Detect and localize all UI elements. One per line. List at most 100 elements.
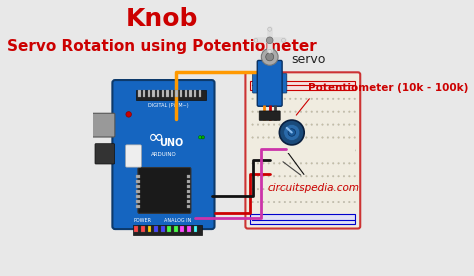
Circle shape <box>257 176 259 177</box>
Circle shape <box>295 201 296 203</box>
Bar <box>137 205 140 208</box>
Circle shape <box>343 176 345 177</box>
Circle shape <box>268 49 272 53</box>
Circle shape <box>311 163 312 164</box>
Circle shape <box>306 150 307 151</box>
Circle shape <box>306 201 307 203</box>
Bar <box>133 225 202 235</box>
Circle shape <box>316 176 318 177</box>
Circle shape <box>338 124 339 125</box>
Circle shape <box>332 111 334 113</box>
Text: ARDUINO: ARDUINO <box>151 152 176 157</box>
Circle shape <box>295 188 296 190</box>
Circle shape <box>268 137 270 138</box>
Bar <box>187 180 191 182</box>
Circle shape <box>263 188 264 190</box>
Circle shape <box>290 98 291 100</box>
Circle shape <box>290 176 291 177</box>
Circle shape <box>332 124 334 125</box>
Bar <box>187 226 191 232</box>
Circle shape <box>284 176 286 177</box>
Bar <box>162 90 164 97</box>
Circle shape <box>282 38 285 42</box>
Circle shape <box>316 124 318 125</box>
Circle shape <box>327 163 328 164</box>
Circle shape <box>316 137 318 138</box>
Circle shape <box>279 124 280 125</box>
Text: UNO: UNO <box>159 138 183 148</box>
Circle shape <box>316 163 318 164</box>
Circle shape <box>338 176 339 177</box>
Circle shape <box>284 111 286 113</box>
Circle shape <box>266 37 273 44</box>
Bar <box>250 214 355 224</box>
Circle shape <box>322 111 323 113</box>
Circle shape <box>354 137 356 138</box>
Circle shape <box>300 98 302 100</box>
Bar <box>175 90 178 97</box>
Circle shape <box>257 188 259 190</box>
Circle shape <box>295 98 296 100</box>
Bar <box>138 90 141 97</box>
Circle shape <box>279 163 280 164</box>
Bar <box>161 226 164 232</box>
Circle shape <box>300 124 302 125</box>
Circle shape <box>252 150 254 151</box>
Circle shape <box>343 150 345 151</box>
Circle shape <box>332 137 334 138</box>
Circle shape <box>284 137 286 138</box>
Circle shape <box>279 150 280 151</box>
Circle shape <box>279 98 280 100</box>
Circle shape <box>316 201 318 203</box>
Circle shape <box>273 150 275 151</box>
Circle shape <box>306 137 307 138</box>
Text: Potentiometer (10k - 100k): Potentiometer (10k - 100k) <box>309 83 469 93</box>
Text: POWER: POWER <box>133 218 151 223</box>
Circle shape <box>311 98 312 100</box>
Circle shape <box>257 124 259 125</box>
Circle shape <box>354 150 356 151</box>
Circle shape <box>311 137 312 138</box>
Circle shape <box>290 188 291 190</box>
Circle shape <box>316 188 318 190</box>
Bar <box>137 185 140 188</box>
Circle shape <box>279 176 280 177</box>
Circle shape <box>348 111 350 113</box>
Circle shape <box>311 201 312 203</box>
Text: Servo Rotation using Potentiometer: Servo Rotation using Potentiometer <box>7 39 317 54</box>
Circle shape <box>257 98 259 100</box>
Bar <box>137 200 140 203</box>
Circle shape <box>252 137 254 138</box>
Circle shape <box>279 120 304 145</box>
Circle shape <box>252 111 254 113</box>
Circle shape <box>332 163 334 164</box>
FancyBboxPatch shape <box>126 145 141 167</box>
Circle shape <box>290 111 291 113</box>
Circle shape <box>300 176 302 177</box>
Circle shape <box>311 176 312 177</box>
Circle shape <box>273 111 275 113</box>
Circle shape <box>284 201 286 203</box>
Circle shape <box>327 124 328 125</box>
Circle shape <box>279 137 280 138</box>
Circle shape <box>300 150 302 151</box>
Bar <box>194 90 196 97</box>
Circle shape <box>290 150 291 151</box>
Circle shape <box>268 163 270 164</box>
Bar <box>137 180 140 182</box>
Circle shape <box>354 201 356 203</box>
Circle shape <box>295 124 296 125</box>
Circle shape <box>338 188 339 190</box>
Circle shape <box>343 188 345 190</box>
Circle shape <box>338 137 339 138</box>
Circle shape <box>311 111 312 113</box>
Circle shape <box>306 124 307 125</box>
Bar <box>189 90 192 97</box>
Circle shape <box>263 137 264 138</box>
Circle shape <box>284 124 286 125</box>
Circle shape <box>295 111 296 113</box>
Circle shape <box>273 124 275 125</box>
Text: DIGITAL (PWM~): DIGITAL (PWM~) <box>148 103 189 108</box>
Circle shape <box>268 176 270 177</box>
Circle shape <box>257 150 259 151</box>
